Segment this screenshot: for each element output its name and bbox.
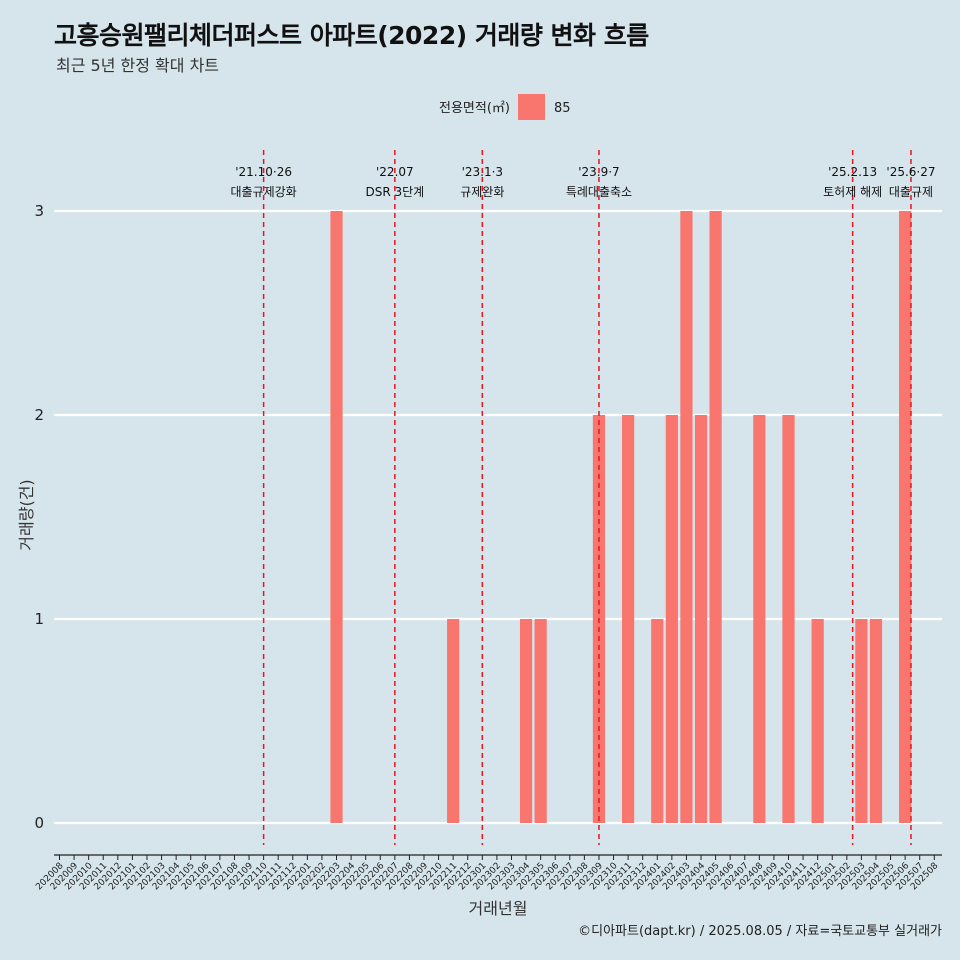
- bar: [651, 619, 664, 823]
- annotation-date: '23.1·3: [462, 165, 503, 179]
- bar: [694, 415, 708, 823]
- bar: [709, 211, 722, 823]
- legend-entry: 85: [554, 101, 571, 116]
- annotation-label: 토허제 해제: [823, 185, 882, 199]
- chart-title: 고흥승원팰리체더퍼스트 아파트(2022) 거래량 변화 흐름: [54, 21, 649, 50]
- legend: 전용면적(㎡) 85: [439, 94, 571, 120]
- annotation-label: 대출규제: [889, 185, 933, 199]
- bars: [330, 211, 912, 823]
- bar: [899, 211, 912, 823]
- bar: [330, 211, 343, 823]
- y-axis: 0 1 2 3: [34, 202, 44, 832]
- bar: [782, 415, 795, 823]
- y-tick-label: 3: [34, 202, 44, 220]
- bar: [622, 415, 635, 823]
- chart-caption: ©디아파트(dapt.kr) / 2025.08.05 / 자료=국토교통부 실…: [578, 924, 942, 939]
- annotation-date: '22.07: [376, 165, 414, 179]
- annotation-label: 대출규제강화: [230, 185, 296, 199]
- annotation-date: '23.9·7: [578, 165, 619, 179]
- legend-title: 전용면적(㎡): [439, 101, 510, 116]
- y-axis-title: 거래량(건): [17, 479, 36, 550]
- annotation-label: 특례대출축소: [566, 185, 632, 199]
- annotation-date: '21.10·26: [235, 165, 292, 179]
- y-tick-label: 1: [34, 610, 44, 628]
- bar: [447, 619, 460, 823]
- y-tick-label: 0: [34, 814, 44, 832]
- bar: [680, 211, 693, 823]
- x-axis: 2020082020092020102020112020122021012021…: [34, 854, 942, 892]
- bar: [519, 619, 533, 823]
- y-tick-label: 2: [34, 406, 44, 424]
- bar: [753, 415, 766, 823]
- bar: [869, 619, 883, 823]
- chart-subtitle: 최근 5년 한정 확대 차트: [56, 56, 220, 75]
- annotation-label: 규제완화: [460, 185, 504, 199]
- bar: [855, 619, 868, 823]
- annotation-label: DSR 3단계: [365, 185, 424, 199]
- bar: [811, 619, 824, 823]
- event-annotations: '21.10·26 대출규제강화 '22.07 DSR 3단계 '23.1·3 규제완화 '…: [230, 150, 936, 845]
- bar: [665, 415, 678, 823]
- x-axis-title: 거래년월: [469, 899, 528, 918]
- bar: [534, 619, 547, 823]
- annotation-date: '25.2.13: [828, 165, 877, 179]
- gridlines: [54, 209, 942, 825]
- annotation-date: '25.6·27: [886, 165, 935, 179]
- legend-swatch: [518, 94, 545, 120]
